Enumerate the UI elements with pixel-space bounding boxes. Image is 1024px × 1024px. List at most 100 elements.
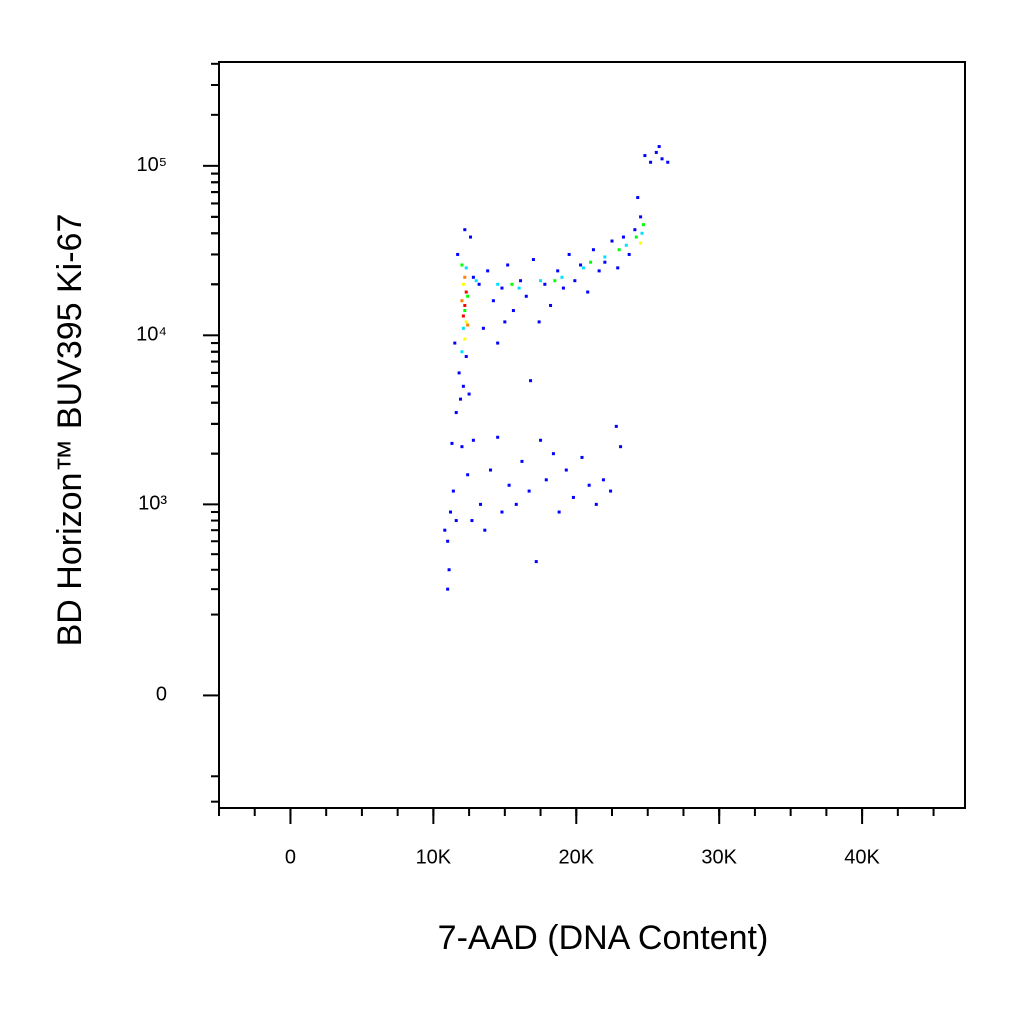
data-point [464, 266, 468, 270]
data-point [457, 371, 461, 375]
data-point [450, 441, 454, 445]
data-point [454, 411, 458, 415]
data-point [463, 309, 467, 313]
x-tick-label: 40K [844, 846, 880, 868]
data-point [589, 260, 593, 264]
data-point [461, 282, 465, 286]
data-point [466, 323, 470, 327]
data-point [483, 528, 487, 532]
data-point [463, 337, 467, 341]
data-point [464, 354, 468, 358]
data-point [511, 309, 515, 313]
data-point [636, 196, 640, 200]
data-point [641, 223, 645, 227]
data-point [624, 243, 628, 247]
data-point [666, 160, 670, 164]
data-point [603, 255, 607, 259]
data-point [461, 314, 465, 318]
data-point [617, 248, 621, 252]
data-point [581, 266, 585, 270]
data-point [560, 275, 564, 279]
data-point [500, 510, 504, 514]
data-point [587, 483, 591, 487]
x-tick-label: 30K [701, 846, 737, 868]
data-point [463, 228, 467, 232]
data-point [496, 435, 500, 439]
data-point [579, 263, 583, 267]
data-point [544, 478, 548, 482]
data-point [461, 384, 465, 388]
data-point [514, 502, 518, 506]
data-point [451, 489, 455, 493]
x-tick-label: 10K [416, 846, 452, 868]
data-point [527, 489, 531, 493]
data-point [649, 160, 653, 164]
data-point [539, 279, 543, 283]
data-point [543, 282, 547, 286]
data-point [454, 519, 458, 523]
data-point [503, 320, 507, 324]
data-point [481, 326, 485, 330]
data-point [634, 235, 638, 239]
y-tick-label: 0 [156, 684, 167, 706]
data-point [603, 260, 607, 264]
y-tick-label: 10⁵ [136, 154, 167, 176]
data-point [610, 239, 614, 243]
data-point [453, 341, 457, 345]
data-point [500, 286, 504, 290]
data-point [609, 489, 613, 493]
data-point [486, 269, 490, 273]
data-point [461, 326, 465, 330]
data-point [471, 275, 475, 279]
data-point [657, 145, 661, 149]
data-point [639, 241, 643, 245]
y-axis-label: BD Horizon™ BUV395 Ki-67 [51, 214, 89, 647]
data-point [561, 286, 565, 290]
data-point [549, 303, 553, 307]
data-point [616, 266, 620, 270]
data-point [464, 320, 468, 324]
data-point [537, 320, 541, 324]
data-point [580, 455, 584, 459]
data-point [446, 539, 450, 543]
data-point [460, 445, 464, 449]
data-point [633, 228, 637, 232]
data-point [463, 275, 467, 279]
data-point [510, 282, 514, 286]
x-tick-label: 20K [558, 846, 594, 868]
data-point [489, 468, 493, 472]
data-point [466, 294, 470, 298]
data-point [474, 279, 478, 283]
x-tick-label: 0 [285, 846, 296, 868]
data-point [466, 473, 470, 477]
data-point [529, 379, 533, 383]
data-point [597, 269, 601, 273]
data-point [446, 587, 450, 591]
data-point [517, 286, 521, 290]
data-point [524, 294, 528, 298]
data-point [456, 252, 460, 256]
data-point [470, 519, 474, 523]
data-point [556, 269, 560, 273]
data-point [443, 528, 447, 532]
data-point [557, 510, 561, 514]
data-point [551, 452, 555, 456]
data-point [449, 510, 453, 514]
data-point [567, 252, 571, 256]
data-point [627, 252, 631, 256]
data-point [601, 478, 605, 482]
data-point [460, 263, 464, 267]
data-point [471, 438, 475, 442]
data-point [469, 235, 473, 239]
data-point [460, 299, 464, 303]
data-point [507, 483, 511, 487]
data-point [639, 215, 643, 219]
y-tick-label: 10⁴ [136, 324, 167, 346]
data-point [594, 502, 598, 506]
data-point [571, 495, 575, 499]
data-point [479, 502, 483, 506]
data-point [553, 279, 557, 283]
data-point [591, 248, 595, 252]
